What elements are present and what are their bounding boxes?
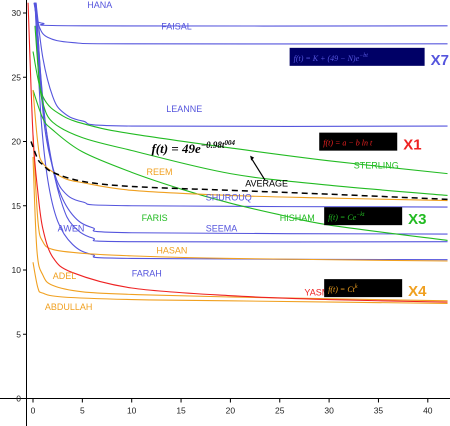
series-line-sterling	[32, 51, 448, 175]
y-tick-label: 15	[12, 201, 22, 211]
series-label-average: AVERAGE	[245, 178, 288, 188]
formula-text-x3: f(t) = Ce−kt	[328, 212, 365, 222]
series-label-abdullah: ABDULLAH	[45, 302, 93, 312]
series-label-hasan: HASAN	[156, 245, 187, 255]
x-tick-label: 40	[423, 406, 433, 416]
y-tick-label: 25	[12, 72, 22, 82]
series-labels-layer: HANA FAISAL LEANNE SHUROUQ AWEN SEEMA FARAH STE…	[45, 0, 399, 312]
series-label-shurouq: SHUROUQ	[206, 193, 252, 203]
series-label-seema: SEEMA	[206, 223, 238, 233]
y-tick-label: 0	[16, 394, 21, 404]
x-tick-label: 15	[176, 406, 186, 416]
formula-text-x4: f(t) = Ctk	[328, 284, 358, 294]
x-tick-label: 0	[31, 406, 36, 416]
series-line-hasan	[32, 135, 448, 262]
series-line-hisham	[32, 89, 448, 241]
annotations-layer: f(t) = 49e−0.98t004 f(t) = K + (49 − N)e…	[151, 47, 449, 300]
y-tick-label: 20	[12, 137, 22, 147]
series-line-reem	[32, 90, 448, 202]
average-arrow-head	[250, 155, 255, 161]
x-tick-label: 30	[324, 406, 334, 416]
series-label-faris: FARIS	[142, 213, 168, 223]
x-tick-label: 35	[374, 406, 384, 416]
series-label-yasmin: YASMIN	[304, 288, 338, 298]
badge-x4: X4	[408, 283, 427, 300]
series-line-shurouq	[34, 2, 448, 208]
y-tick-label: 10	[12, 265, 22, 275]
series-label-awen: AWEN	[58, 223, 85, 233]
series-label-faisal: FAISAL	[161, 22, 192, 32]
series-line-leanne	[35, 2, 448, 128]
series-label-sterling: STERLING	[354, 160, 399, 170]
series-line-faris	[34, 25, 448, 197]
main-formula: f(t) = 49e−0.98t004	[151, 139, 235, 156]
badge-x1: X1	[403, 137, 421, 154]
average-arrow-line	[251, 159, 266, 181]
badge-x7: X7	[431, 52, 449, 69]
x-tick-label: 25	[275, 406, 285, 416]
formula-box-x3	[324, 207, 403, 226]
series-line-average	[30, 141, 448, 201]
formula-box-x7	[289, 47, 425, 66]
series-label-reem: REEM	[147, 167, 173, 177]
y-tick-label: 5	[16, 329, 21, 339]
series-label-hisham: HISHAM	[280, 213, 315, 223]
x-tick-label: 10	[127, 406, 137, 416]
series-line-abdullah	[32, 262, 448, 304]
series-line-farah	[34, 2, 448, 261]
badge-x3: X3	[408, 211, 426, 228]
series-label-adel: ADEL	[53, 271, 77, 281]
y-tick-label: 30	[12, 8, 22, 18]
x-tick-label: 5	[80, 406, 85, 416]
series-line-yasmin	[27, 2, 448, 303]
series-label-hana: HANA	[87, 0, 112, 10]
formula-box-x1	[319, 132, 398, 151]
series-label-leanne: LEANNE	[166, 104, 202, 114]
x-tick-label: 20	[226, 406, 236, 416]
formula-box-x4	[324, 279, 403, 298]
series-label-farah: FARAH	[132, 268, 162, 278]
curves-layer	[27, 2, 448, 304]
formula-text-x1: f(t) = a − b ln t	[323, 139, 373, 148]
formula-text-x7: f(t) = K + (49 − N)e−bt	[294, 53, 369, 63]
